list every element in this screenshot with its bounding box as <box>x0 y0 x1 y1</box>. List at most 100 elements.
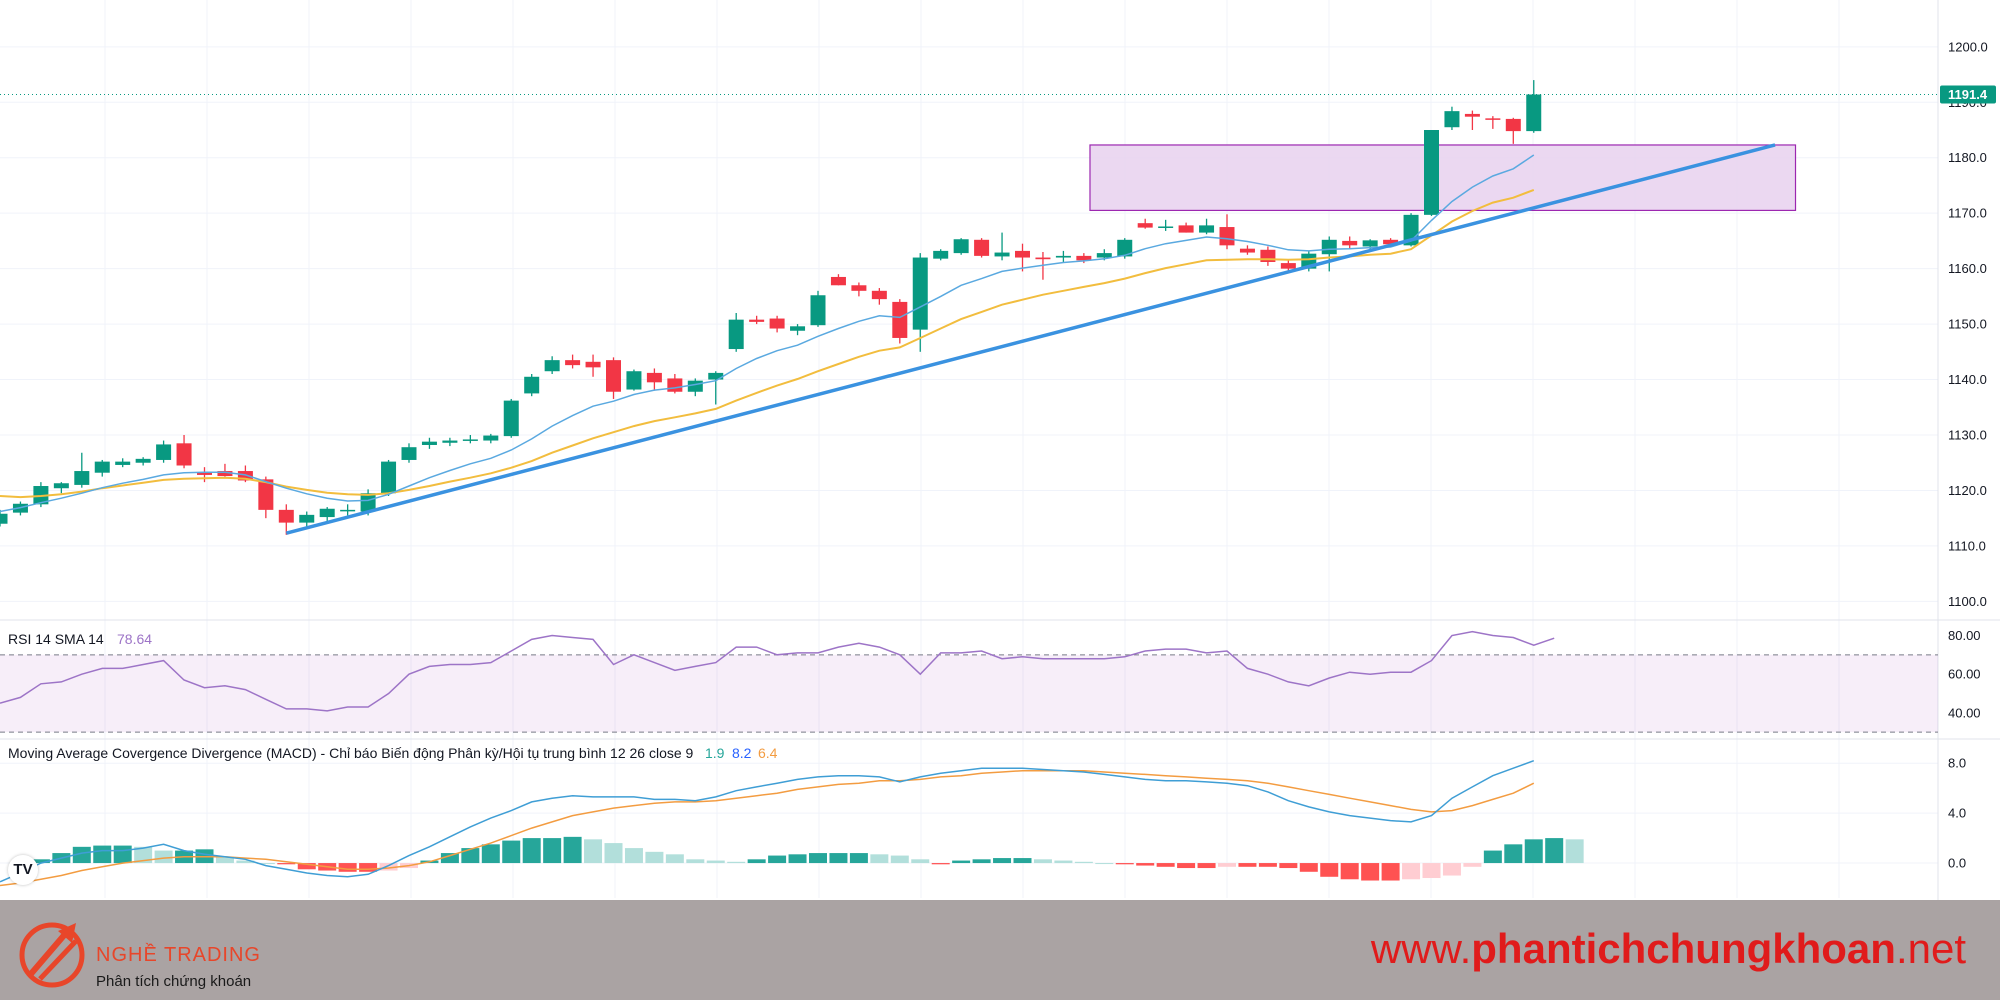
candle <box>606 357 621 399</box>
last-price-tag-label: 1191.4 <box>1948 87 1988 102</box>
macd-histogram-bar <box>236 860 255 864</box>
candle <box>1158 219 1174 231</box>
macd-histogram-bar <box>1033 859 1052 864</box>
candle <box>176 435 192 469</box>
macd-panel <box>0 759 1584 887</box>
resistance-zone-rect <box>1089 144 1797 212</box>
macd-histogram-bar <box>911 859 930 864</box>
macd-histogram-bar <box>1218 863 1236 867</box>
price-tick-label: 1140.0 <box>1948 372 1987 387</box>
candle <box>1424 130 1439 216</box>
macd-histogram-bar <box>972 859 991 864</box>
price-tick-label: 1100.0 <box>1948 594 1987 609</box>
macd-histogram-bar <box>1258 863 1277 867</box>
macd-line-value: 8.2 <box>732 745 752 761</box>
candle <box>687 378 703 397</box>
macd-tick-label: 0.0 <box>1948 856 1966 871</box>
macd-tick-label: 8.0 <box>1948 756 1966 771</box>
macd-histogram-bar <box>1238 863 1257 867</box>
macd-histogram-bar <box>1115 863 1134 865</box>
candle <box>1178 222 1194 233</box>
macd-histogram-bar <box>788 854 807 864</box>
macd-histogram-bar <box>931 863 950 865</box>
macd-histogram-bar <box>359 863 378 872</box>
macd-histogram-bar <box>563 836 582 864</box>
rsi-tick-label: 60.00 <box>1948 667 1981 682</box>
candle <box>749 315 765 325</box>
candle <box>790 324 806 336</box>
candle <box>74 452 90 488</box>
rsi-label: RSI 14 SMA 14 <box>8 631 104 647</box>
candle <box>258 476 274 519</box>
macd-histogram-bar <box>993 858 1012 864</box>
macd-histogram-bar <box>1463 863 1482 867</box>
candle <box>401 443 417 463</box>
macd-signal-line <box>0 769 1535 887</box>
candle <box>830 274 846 286</box>
price-tick-label: 1160.0 <box>1948 261 1987 276</box>
website-suffix: .net <box>1895 925 1966 972</box>
rsi-tick-label: 40.00 <box>1948 705 1981 720</box>
candle <box>53 482 69 494</box>
price-tick-label: 1180.0 <box>1948 150 1987 165</box>
macd-histogram-bar <box>1504 844 1523 864</box>
candle <box>1321 236 1337 272</box>
candle <box>135 457 151 466</box>
tradingview-logo-icon[interactable]: TV <box>8 855 38 885</box>
website-main: phantichchungkhoan <box>1471 925 1896 972</box>
candle <box>1055 250 1071 262</box>
macd-tick-label: 4.0 <box>1948 806 1966 821</box>
candle <box>319 507 335 521</box>
macd-histogram-bar <box>481 844 500 864</box>
macd-histogram-bar <box>727 861 746 864</box>
macd-histogram-bar <box>502 840 521 864</box>
macd-histogram-bar <box>1197 863 1216 869</box>
macd-histogram-bar <box>1340 863 1359 880</box>
macd-histogram-bar <box>1299 863 1318 872</box>
candle <box>1526 80 1542 133</box>
candle <box>340 504 356 516</box>
macd-histogram-bar <box>215 856 234 864</box>
candle <box>217 463 233 477</box>
macd-histogram-bar <box>134 846 153 864</box>
price-tick-label: 1150.0 <box>1948 317 1987 332</box>
price-axis[interactable]: 1100.0 1110.0 1120.0 1130.0 1140.0 1150.0 1160… <box>1940 39 1996 871</box>
macd-histogram-bar <box>1442 863 1461 876</box>
rsi-value-label: 78.64 <box>117 631 152 647</box>
candle <box>1280 260 1296 272</box>
brand-name: NGHỀ TRADING <box>96 944 261 966</box>
macd-histogram-bar <box>1422 863 1441 879</box>
candle <box>299 511 315 527</box>
macd-histogram-bar <box>1320 863 1339 877</box>
moving-averages <box>0 154 1535 513</box>
macd-signal-value: 6.4 <box>758 745 778 761</box>
resistance-zone <box>1089 144 1797 212</box>
candle <box>1485 116 1501 129</box>
macd-histogram-bar <box>1156 863 1175 867</box>
website-link[interactable]: www.phantichchungkhoan.net <box>1371 925 1966 973</box>
candle <box>1505 117 1521 144</box>
candle <box>483 433 499 444</box>
price-tick-label: 1200.0 <box>1948 39 1988 54</box>
candle <box>994 232 1010 261</box>
macd-histogram-bar <box>1013 858 1032 864</box>
candle <box>0 509 8 527</box>
macd-histogram-bar <box>31 859 50 864</box>
macd-histogram-bar <box>747 859 766 864</box>
candle <box>544 356 560 374</box>
macd-histogram-bar <box>522 838 541 864</box>
macd-histogram-bar <box>113 845 132 864</box>
macd-histogram-bar <box>706 860 725 864</box>
macd-histogram-value: 1.9 <box>705 745 725 761</box>
macd-histogram-bar <box>849 853 868 864</box>
candle <box>115 458 131 468</box>
rsi-panel <box>0 630 1938 733</box>
chart-canvas[interactable]: 1100.0 1110.0 1120.0 1130.0 1140.0 1150.0 1160… <box>0 0 2000 900</box>
price-tick-label: 1120.0 <box>1948 483 1987 498</box>
macd-histogram-bar <box>604 843 623 864</box>
macd-histogram-bar <box>809 853 827 864</box>
candle <box>1137 218 1153 229</box>
macd-histogram-bar <box>1361 863 1380 881</box>
candle <box>381 459 397 496</box>
macd-histogram-bar <box>1095 863 1114 865</box>
